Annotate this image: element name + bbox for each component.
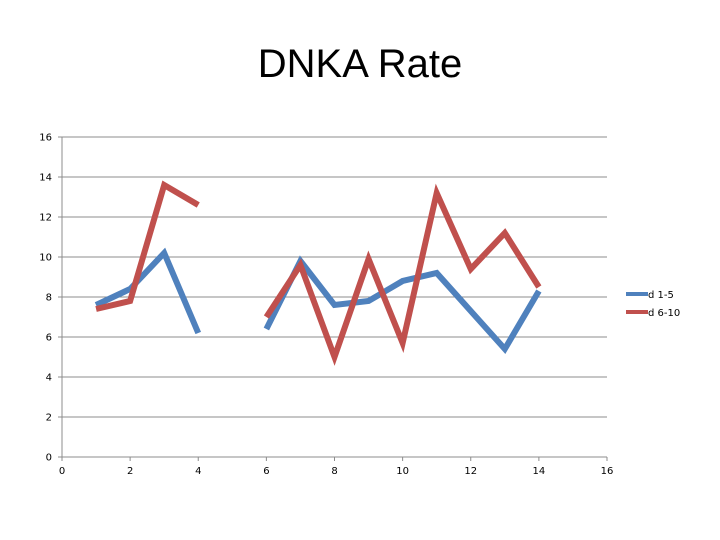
legend-label: d 6-10 [648,308,680,319]
y-tick-label: 12 [39,213,52,224]
chart-title: DNKA Rate [257,42,463,86]
gridlines [62,136,607,418]
series-line-1 [94,247,202,335]
y-tick-label: 14 [39,173,52,184]
x-tick-label: 16 [601,466,614,477]
y-tick-label: 10 [39,253,52,264]
x-tick-label: 4 [195,466,201,477]
legend-label: d 1-5 [648,290,674,301]
x-tick-label: 2 [127,466,133,477]
series-line-2 [95,180,200,312]
series-lines [94,180,542,366]
y-tick-label: 2 [46,413,52,424]
legend: d 1-5 d 6-10 [626,290,680,319]
x-tick-label: 14 [533,466,546,477]
x-tick-label: 12 [464,466,477,477]
y-tick-label: 0 [46,453,52,464]
x-tick-label: 10 [396,466,409,477]
x-axis-ticks: 0 2 4 6 8 10 12 14 16 [59,457,614,477]
x-tick-label: 6 [263,466,269,477]
x-tick-label: 0 [59,466,65,477]
y-tick-label: 16 [39,133,52,144]
y-axis-ticks: 0 2 4 6 8 10 12 14 16 [39,133,62,464]
series-line-1 [263,255,542,355]
x-tick-label: 8 [331,466,337,477]
series-line-2 [263,183,542,366]
y-tick-label: 6 [46,333,52,344]
y-tick-label: 4 [46,373,52,384]
y-tick-label: 8 [46,293,52,304]
